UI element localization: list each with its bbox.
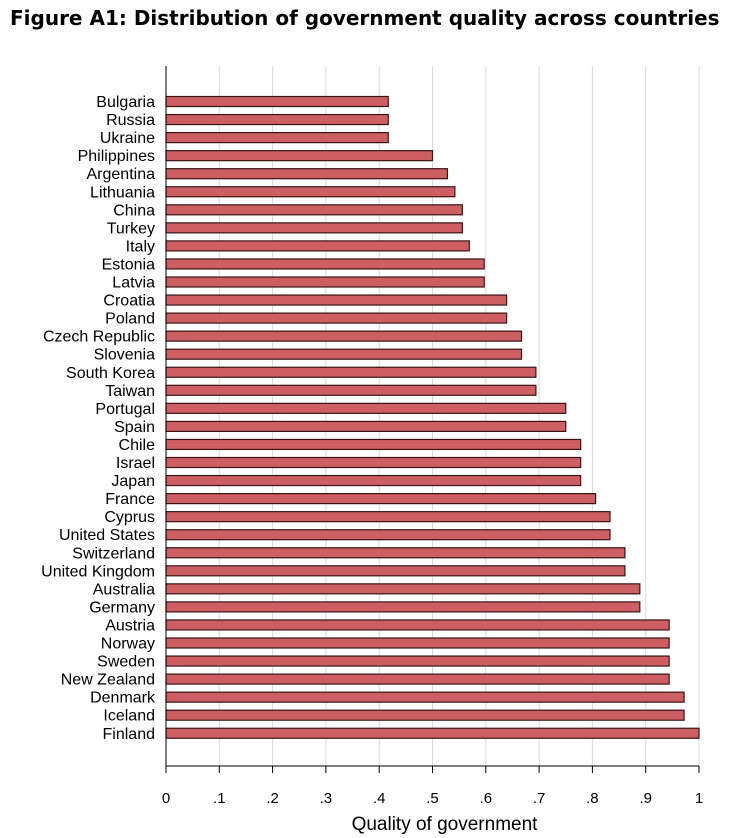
category-label: Croatia (103, 293, 155, 310)
category-label: Lithuania (90, 184, 155, 201)
category-label: Taiwan (105, 383, 155, 400)
bar (165, 673, 670, 685)
category-label: Philippines (78, 148, 155, 165)
x-tick-label: .1 (213, 790, 226, 807)
bar (165, 474, 582, 487)
bar (165, 330, 523, 342)
bar (165, 276, 485, 288)
bar (165, 655, 670, 667)
category-label: Finland (103, 726, 155, 743)
bar (165, 438, 582, 451)
bar (165, 348, 523, 360)
category-labels: BulgariaRussiaUkrainePhilippinesArgentin… (41, 94, 156, 743)
category-label: Iceland (103, 708, 155, 725)
category-label: New Zealand (61, 672, 155, 689)
bar (165, 132, 389, 144)
category-label: France (105, 491, 155, 508)
category-label: Ukraine (100, 130, 155, 147)
bar (165, 384, 537, 396)
x-tick-label: .3 (320, 790, 333, 807)
x-tick-label: .5 (426, 790, 439, 807)
bar (165, 565, 626, 577)
bar (165, 204, 463, 216)
category-label: Switzerland (72, 545, 155, 562)
bar (165, 691, 685, 703)
category-label: Australia (93, 581, 155, 598)
bar (165, 727, 700, 739)
x-tick-label: .2 (266, 790, 279, 807)
bar (165, 294, 508, 306)
bar (165, 366, 537, 378)
category-label: Norway (101, 636, 155, 653)
category-label: Cyprus (104, 509, 155, 526)
bar (165, 312, 508, 324)
bar (165, 168, 449, 180)
category-label: Japan (111, 473, 155, 490)
bar (165, 493, 597, 505)
category-label: Portugal (95, 401, 155, 418)
category-label: Austria (105, 617, 155, 634)
bar (165, 709, 685, 721)
bar (165, 420, 567, 432)
category-label: United Kingdom (41, 563, 155, 580)
category-label: Russia (106, 112, 155, 129)
bar (165, 150, 434, 162)
bar (165, 511, 611, 523)
bar (165, 95, 389, 108)
category-label: Spain (114, 419, 155, 436)
x-tick-label: .8 (586, 790, 599, 807)
bar (165, 240, 470, 252)
x-tick-label: .9 (639, 790, 652, 807)
category-label: Bulgaria (96, 94, 155, 111)
bar (165, 601, 641, 613)
category-label: Chile (119, 437, 156, 454)
bar (165, 547, 626, 559)
grid-lines (218, 66, 700, 766)
bar (165, 222, 463, 234)
x-tick-label: 1 (695, 790, 703, 807)
category-label: Czech Republic (43, 329, 155, 346)
x-tick-label: .7 (533, 790, 546, 807)
category-label: Turkey (107, 220, 155, 237)
category-label: China (113, 202, 155, 219)
bar (165, 113, 389, 126)
category-label: Sweden (97, 654, 155, 671)
x-tick-label: .4 (373, 790, 386, 807)
bar (165, 456, 582, 469)
bar (165, 258, 485, 270)
bars (165, 95, 700, 739)
x-axis: 0 .1 .2 .3 .4 .5 .6 .7 .8 .9 1 (162, 66, 703, 807)
bar (165, 402, 567, 414)
x-axis-title: Quality of government (352, 814, 539, 835)
bar (165, 529, 611, 541)
bar (165, 637, 670, 649)
category-label: South Korea (66, 365, 155, 382)
x-tick-label: 0 (162, 790, 170, 807)
bar (165, 619, 670, 631)
category-label: Latvia (112, 275, 155, 292)
category-label: Estonia (102, 256, 155, 273)
category-label: Germany (89, 599, 155, 616)
x-tick-label: .6 (480, 790, 493, 807)
bar (165, 583, 641, 595)
category-label: United States (59, 527, 155, 544)
category-label: Denmark (90, 690, 156, 707)
category-label: Argentina (87, 166, 156, 183)
category-label: Israel (116, 455, 155, 472)
category-label: Slovenia (94, 347, 155, 364)
bar (165, 186, 456, 198)
category-label: Poland (105, 311, 155, 328)
category-label: Italy (126, 238, 155, 255)
chart-title: Figure A1: Distribution of government qu… (10, 6, 720, 30)
